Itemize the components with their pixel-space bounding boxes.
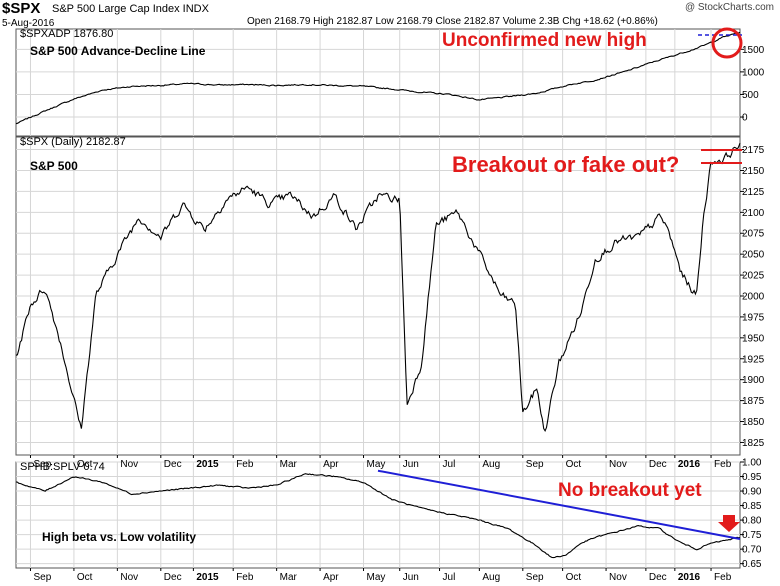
xtick-label: Oct xyxy=(77,459,93,470)
xtick-label: Jun xyxy=(403,459,419,470)
panel-frame xyxy=(15,461,741,569)
xtick-label: May xyxy=(367,572,386,583)
annotation-no-breakout: No breakout yet xyxy=(558,480,702,501)
xtick-label: Apr xyxy=(323,572,339,583)
ytick-label: 0.95 xyxy=(742,472,762,483)
series-line xyxy=(15,31,741,125)
xtick-label: May xyxy=(367,459,386,470)
panel-subtitle: S&P 500 xyxy=(30,159,78,173)
ytick-label: 1825 xyxy=(742,438,765,449)
spx-panel: 2175 2150 2125 2100 2075 2050 2025 2000 1975 1950… xyxy=(15,136,765,456)
xtick-label: Dec xyxy=(649,572,667,583)
ytick-label: 1875 xyxy=(742,396,765,407)
advance-decline-panel: 1500 1000 500 0 $SPXADP 1876.80 S&P 500 Advan… xyxy=(15,27,765,137)
ytick-label: 2125 xyxy=(742,187,765,198)
xtick-label: Mar xyxy=(280,459,298,470)
ytick-label: 1500 xyxy=(742,45,765,56)
xtick-label: Feb xyxy=(236,572,254,583)
ytick-label: 2100 xyxy=(742,208,765,219)
xtick-label: Sep xyxy=(33,459,51,470)
ratio-date-axis: Sep Oct Nov Dec 2015 Feb Mar Apr May Jun Jul Aug Sep… xyxy=(29,568,732,583)
xtick-label: Nov xyxy=(609,572,627,583)
xtick-label: Feb xyxy=(714,459,732,470)
ytick-label: 1925 xyxy=(742,354,765,365)
xtick-label: Jul xyxy=(443,572,456,583)
ytick-label: 500 xyxy=(742,90,759,101)
ytick-label: 2025 xyxy=(742,271,765,282)
xtick-label: Oct xyxy=(566,572,582,583)
ytick-label: 2075 xyxy=(742,229,765,240)
xtick-label: Sep xyxy=(526,459,544,470)
ytick-label: 1.00 xyxy=(742,458,762,469)
ytick-label: 1950 xyxy=(742,333,765,344)
xtick-label: Aug xyxy=(482,572,500,583)
xtick-label: Dec xyxy=(649,459,667,470)
ohlc-readout: Open 2168.79 High 2182.87 Low 2168.79 Cl… xyxy=(247,16,658,27)
xtick-label: Jul xyxy=(443,459,456,470)
ytick-label: 2050 xyxy=(742,250,765,261)
symbol-label: $SPX xyxy=(2,0,41,17)
down-arrow-icon xyxy=(718,515,740,532)
downtrend-line xyxy=(377,469,741,540)
xtick-label: Sep xyxy=(33,572,51,583)
panel-frame xyxy=(15,28,741,137)
panel-subtitle: High beta vs. Low volatility xyxy=(42,530,196,544)
beta-vol-panel: 1.00 0.95 0.90 0.85 0.80 0.75 0.70 0.65 SPHB:SPL… xyxy=(15,458,762,570)
xtick-label: 2016 xyxy=(678,572,701,583)
ytick-label: 1850 xyxy=(742,417,765,428)
xtick-label: 2015 xyxy=(196,459,219,470)
ytick-label: 1975 xyxy=(742,312,765,323)
annotation-unconfirmed: Unconfirmed new high xyxy=(442,30,647,51)
spx-date-axis: Sep Oct Nov Dec 2015 Feb Mar Apr May Jun Jul Aug Sep… xyxy=(29,455,732,470)
ytick-label: 0 xyxy=(742,113,748,124)
stockcharts-credit: @ StockCharts.com xyxy=(684,2,774,13)
xtick-label: Oct xyxy=(77,572,93,583)
xtick-label: Dec xyxy=(164,572,182,583)
xtick-label: 2015 xyxy=(196,572,219,583)
panel-title: SPHB:SPLV 0.74 xyxy=(20,461,105,473)
panel-title: $SPXADP 1876.80 xyxy=(20,28,113,40)
ytick-label: 1900 xyxy=(742,375,765,386)
panel-title: $SPX (Daily) 2182.87 xyxy=(20,136,126,148)
xtick-label: Nov xyxy=(120,572,138,583)
annotation-breakout: Breakout or fake out? xyxy=(452,152,679,177)
ytick-label: 0.85 xyxy=(742,501,762,512)
chart-date: 5-Aug-2016 xyxy=(2,18,55,29)
xtick-label: Oct xyxy=(566,459,582,470)
xtick-label: Jun xyxy=(403,572,419,583)
xtick-label: Nov xyxy=(120,459,138,470)
xtick-label: 2016 xyxy=(678,459,701,470)
xtick-label: Apr xyxy=(323,459,339,470)
highlight-circle xyxy=(711,27,743,59)
series-line xyxy=(15,142,741,432)
panel-subtitle: S&P 500 Advance-Decline Line xyxy=(30,44,206,58)
ytick-label: 0.75 xyxy=(742,530,762,541)
xtick-label: Dec xyxy=(164,459,182,470)
xtick-label: Mar xyxy=(280,572,298,583)
ytick-label: 0.65 xyxy=(742,559,762,570)
ytick-label: 0.80 xyxy=(742,516,762,527)
series-line xyxy=(15,473,741,559)
ytick-label: 0.70 xyxy=(742,545,762,556)
ytick-label: 0.90 xyxy=(742,487,762,498)
index-name: S&P 500 Large Cap Index INDX xyxy=(52,3,209,15)
ytick-label: 2000 xyxy=(742,292,765,303)
ytick-label: 2150 xyxy=(742,166,765,177)
xtick-label: Nov xyxy=(609,459,627,470)
ytick-label: 2175 xyxy=(742,145,765,156)
xtick-label: Feb xyxy=(714,572,732,583)
xtick-label: Aug xyxy=(482,459,500,470)
ytick-label: 1000 xyxy=(742,67,765,78)
xtick-label: Sep xyxy=(526,572,544,583)
xtick-label: Feb xyxy=(236,459,254,470)
